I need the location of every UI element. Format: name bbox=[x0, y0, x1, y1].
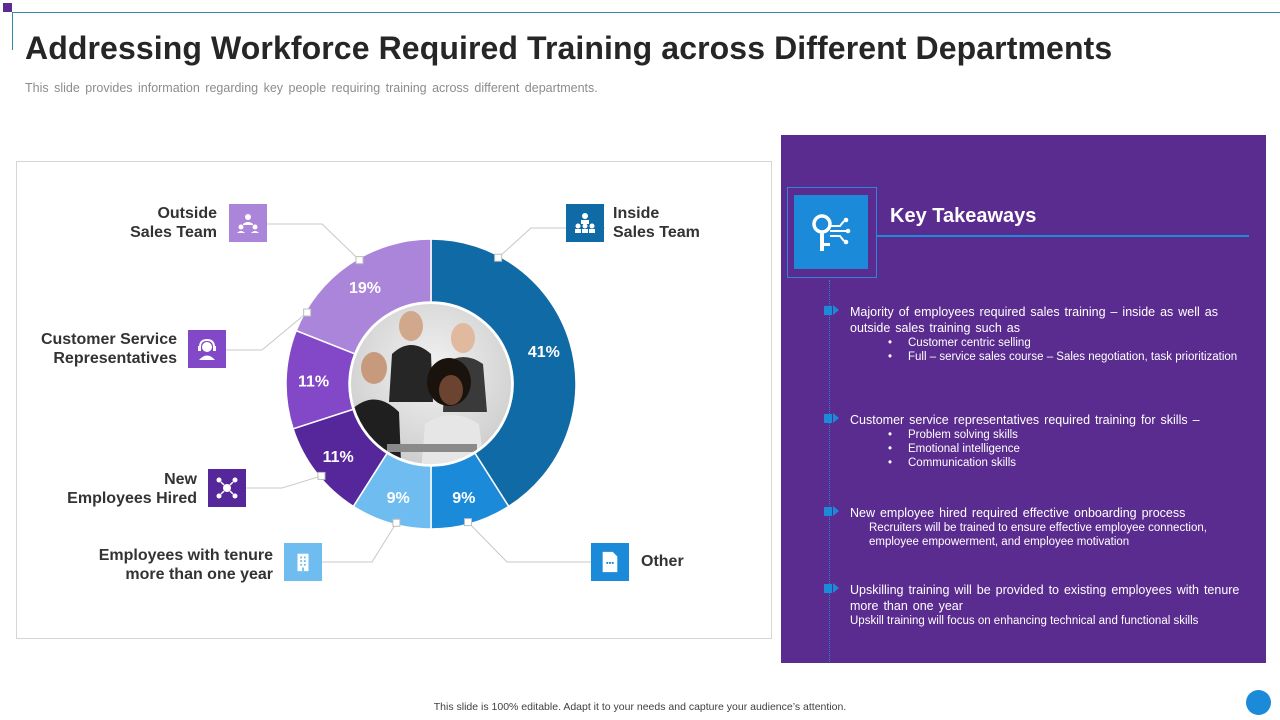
takeaway-bullets: Problem solving skills Emotional intelli… bbox=[888, 428, 1240, 470]
slide-subtitle: This slide provides information regardin… bbox=[25, 81, 598, 95]
label-outside-sales: Outside Sales Team bbox=[130, 205, 217, 241]
timeline-dots bbox=[829, 280, 830, 662]
takeaway-heading: Upskilling training will be provided to … bbox=[850, 583, 1240, 613]
takeaway-marker-icon bbox=[824, 304, 839, 316]
takeaway-item: Upskilling training will be provided to … bbox=[824, 582, 1240, 628]
takeaway-bullet: Customer centric selling bbox=[888, 336, 1240, 350]
leader-marker bbox=[303, 308, 312, 317]
takeaway-heading: Majority of employees required sales tra… bbox=[850, 305, 1218, 335]
takeaway-detail: Upskill training will focus on enhancing… bbox=[850, 615, 1199, 627]
leader-marker bbox=[317, 471, 326, 480]
label-other: Other bbox=[641, 553, 684, 570]
team-org-icon bbox=[566, 204, 604, 242]
label-customer-service: Customer Service Representatives bbox=[40, 331, 177, 367]
leader-line bbox=[267, 223, 360, 261]
value-label: 9% bbox=[387, 490, 410, 507]
team-group-icon bbox=[229, 204, 267, 242]
takeaway-bullet: Full – service sales course – Sales nego… bbox=[888, 350, 1240, 364]
network-people-icon bbox=[208, 469, 246, 507]
takeaway-bullet: Communication skills bbox=[888, 456, 1240, 470]
building-icon bbox=[284, 543, 322, 581]
leader-marker bbox=[355, 256, 364, 265]
takeaway-marker-icon bbox=[824, 582, 839, 594]
takeaway-item: Customer service representatives require… bbox=[824, 412, 1240, 470]
leader-marker bbox=[494, 253, 503, 262]
takeaway-item: Majority of employees required sales tra… bbox=[824, 304, 1240, 364]
value-label: 9% bbox=[452, 490, 475, 507]
slide-title: Addressing Workforce Required Training a… bbox=[25, 30, 1113, 66]
key-takeaways-title: Key Takeaways bbox=[890, 205, 1037, 227]
leader-line bbox=[467, 521, 591, 563]
headset-agent-icon bbox=[188, 330, 226, 368]
value-label: 11% bbox=[298, 373, 329, 390]
takeaway-heading: Customer service representatives require… bbox=[850, 413, 1200, 427]
takeaway-marker-icon bbox=[824, 412, 839, 424]
takeaway-marker-icon bbox=[824, 505, 839, 517]
leader-line bbox=[322, 522, 397, 563]
value-label: 41% bbox=[528, 344, 560, 361]
takeaway-bullet: Problem solving skills bbox=[888, 428, 1240, 442]
corner-accent bbox=[3, 3, 12, 12]
key-icon-frame bbox=[787, 187, 877, 278]
chart-panel: 41% 9% 9% 11% 11% 19% Outside Sales Team Insi… bbox=[16, 161, 772, 639]
takeaway-item: New employee hired required effective on… bbox=[824, 505, 1240, 549]
leader-line bbox=[226, 312, 308, 351]
top-rule bbox=[12, 12, 1280, 13]
slice-inside-sales bbox=[430, 238, 577, 508]
label-new-hires: New Employees Hired bbox=[67, 471, 197, 507]
label-inside-sales: Inside Sales Team bbox=[613, 205, 700, 241]
leader-marker bbox=[392, 518, 401, 527]
takeaway-detail: Recruiters will be trained to ensure eff… bbox=[869, 522, 1207, 548]
label-tenure: Employees with tenure more than one year bbox=[98, 547, 273, 583]
circle-nav-button[interactable] bbox=[1246, 690, 1271, 715]
document-icon bbox=[591, 543, 629, 581]
takeaway-heading: New employee hired required effective on… bbox=[850, 506, 1186, 520]
left-rule bbox=[12, 12, 13, 50]
leader-line bbox=[246, 475, 322, 489]
leader-marker bbox=[464, 518, 473, 527]
donut-chart: 41% 9% 9% 11% 11% 19% bbox=[226, 223, 605, 563]
team-photo bbox=[351, 304, 511, 464]
takeaway-bullets: Customer centric selling Full – service … bbox=[888, 336, 1240, 364]
takeaway-bullet: Emotional intelligence bbox=[888, 442, 1240, 456]
footer-note: This slide is 100% editable. Adapt it to… bbox=[433, 701, 847, 713]
key-takeaways-rule bbox=[877, 235, 1249, 237]
value-label: 11% bbox=[323, 449, 354, 466]
value-label: 19% bbox=[349, 280, 381, 297]
digital-key-icon bbox=[794, 195, 868, 269]
